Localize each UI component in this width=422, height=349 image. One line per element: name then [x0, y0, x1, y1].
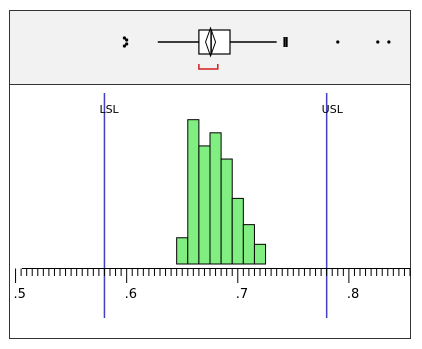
boxplot-mean-diamond [205, 26, 217, 58]
histogram-bar [220, 158, 233, 265]
boxplot-shortest-half-bracket [198, 64, 219, 70]
x-tick-label: .8 [347, 287, 359, 302]
x-tick-label: .7 [236, 287, 248, 302]
boxplot-outlier [376, 40, 380, 44]
boxplot-box [198, 29, 231, 55]
boxplot-outlier [122, 36, 127, 40]
spec-limits: LSL USL [99, 93, 344, 318]
histogram-bar [209, 132, 222, 265]
boxplot-outlier [122, 44, 127, 48]
histogram-bar [198, 145, 211, 265]
x-axis: .5 .6 .7 .8 [14, 268, 411, 302]
x-tick-label: .6 [125, 287, 137, 302]
x-tick-label: .5 [14, 287, 26, 302]
histogram-bar [242, 224, 255, 265]
histogram-bar [253, 243, 267, 265]
histogram-bar [187, 119, 200, 265]
histogram-bar [176, 237, 189, 265]
boxplot-outlier [125, 38, 129, 42]
boxplot [122, 26, 391, 70]
boxplot-outlier [336, 40, 340, 44]
boxplot-outlier [125, 42, 129, 46]
boxplot-outlier [387, 40, 391, 44]
spec-label-usl: USL [322, 103, 344, 116]
histogram-bar [231, 197, 244, 265]
histogram-bars [176, 119, 267, 265]
spec-label-lsl: LSL [99, 103, 119, 116]
